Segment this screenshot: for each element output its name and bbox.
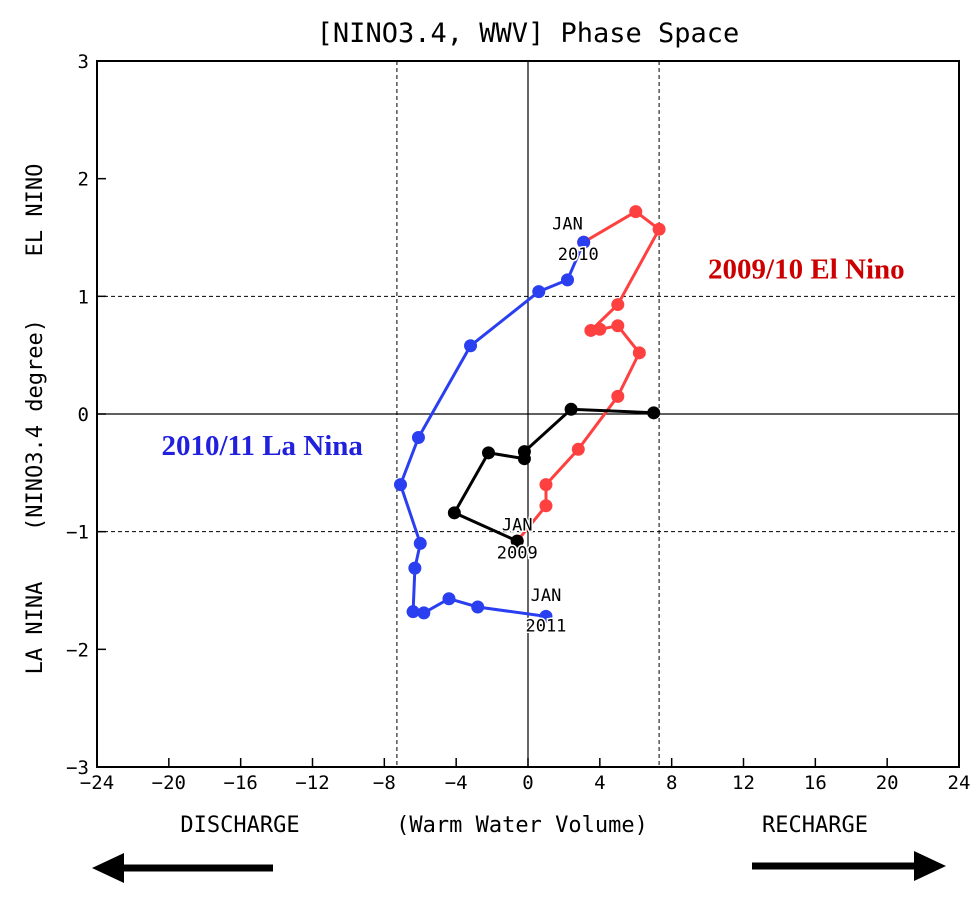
date-annotation: 2010 xyxy=(558,245,599,265)
x-tick-label: 16 xyxy=(804,772,827,794)
x-tick-label: 24 xyxy=(948,772,971,794)
y-tick-label: 2 xyxy=(78,169,89,191)
data-point xyxy=(447,506,461,520)
x-tick-label: −16 xyxy=(224,772,258,794)
discharge-arrow xyxy=(92,853,273,883)
data-point xyxy=(539,478,553,492)
y-tick-label: −2 xyxy=(66,639,89,661)
data-point xyxy=(577,235,591,249)
data-point xyxy=(510,534,524,548)
x-tick-label: −20 xyxy=(152,772,186,794)
x-tick-label: 20 xyxy=(876,772,899,794)
data-point xyxy=(584,323,598,337)
series-1 xyxy=(393,235,591,623)
series-2 xyxy=(447,402,661,548)
data-point xyxy=(611,298,625,312)
series-line xyxy=(398,241,586,618)
data-point xyxy=(532,285,546,299)
data-point xyxy=(629,205,643,219)
date-annotation: JAN xyxy=(531,586,562,606)
y-tick-label: 3 xyxy=(78,51,89,73)
data-point xyxy=(471,600,485,614)
y-bottom-label: LA NINA xyxy=(23,582,48,675)
x-tick-label: −12 xyxy=(295,772,329,794)
data-point xyxy=(632,346,646,360)
data-point xyxy=(464,339,478,353)
date-annotation: JAN xyxy=(502,515,533,535)
data-point xyxy=(413,536,427,550)
y-axis-label: (NINO3.4 degree) xyxy=(23,319,48,531)
data-point xyxy=(393,478,407,492)
x-tick-label: 0 xyxy=(522,772,533,794)
data-point xyxy=(571,442,585,456)
data-point xyxy=(652,222,666,236)
y-tick-label: −1 xyxy=(66,522,89,544)
y-tick-label: 1 xyxy=(78,286,89,308)
recharge-arrow xyxy=(752,851,946,881)
data-point xyxy=(539,499,553,513)
x-left-label: DISCHARGE xyxy=(180,813,299,838)
reference-lines xyxy=(97,61,959,767)
x-tick-label: −8 xyxy=(373,772,396,794)
data-point xyxy=(411,431,425,445)
data-point xyxy=(406,605,420,619)
data-point xyxy=(408,561,422,575)
data-point xyxy=(517,452,531,466)
x-tick-label: 8 xyxy=(666,772,677,794)
y-tick-label: 0 xyxy=(78,404,89,426)
data-point xyxy=(611,389,625,403)
data-point xyxy=(564,402,578,416)
date-annotation: 2011 xyxy=(525,617,566,637)
data-point xyxy=(481,446,495,460)
chart-title: [NINO3.4, WWV] Phase Space xyxy=(317,18,740,49)
date-annotation: 2009 xyxy=(497,544,538,564)
date-annotation: JAN xyxy=(552,214,583,234)
x-tick-label: −24 xyxy=(80,772,114,794)
series-label: 2009/10 El Nino xyxy=(708,254,905,286)
x-axis-label: (Warm Water Volume) xyxy=(396,813,648,838)
series-layer xyxy=(393,205,666,623)
data-point xyxy=(442,592,456,606)
series-label: 2010/11 La Nina xyxy=(161,430,363,462)
annotations-layer: JAN 2010 JAN 2009 JAN 2011 2009/10 El Nino 2010… xyxy=(159,213,906,638)
data-point xyxy=(417,606,431,620)
data-point xyxy=(647,406,661,420)
y-tick-label: −3 xyxy=(66,757,89,779)
x-right-label: RECHARGE xyxy=(762,813,868,838)
data-point xyxy=(561,273,575,287)
data-point xyxy=(539,609,553,623)
y-top-label: EL NINO xyxy=(23,164,48,257)
x-tick-label: 4 xyxy=(594,772,605,794)
x-tick-label: 12 xyxy=(732,772,755,794)
x-tick-label: −4 xyxy=(445,772,468,794)
data-point xyxy=(611,319,625,333)
